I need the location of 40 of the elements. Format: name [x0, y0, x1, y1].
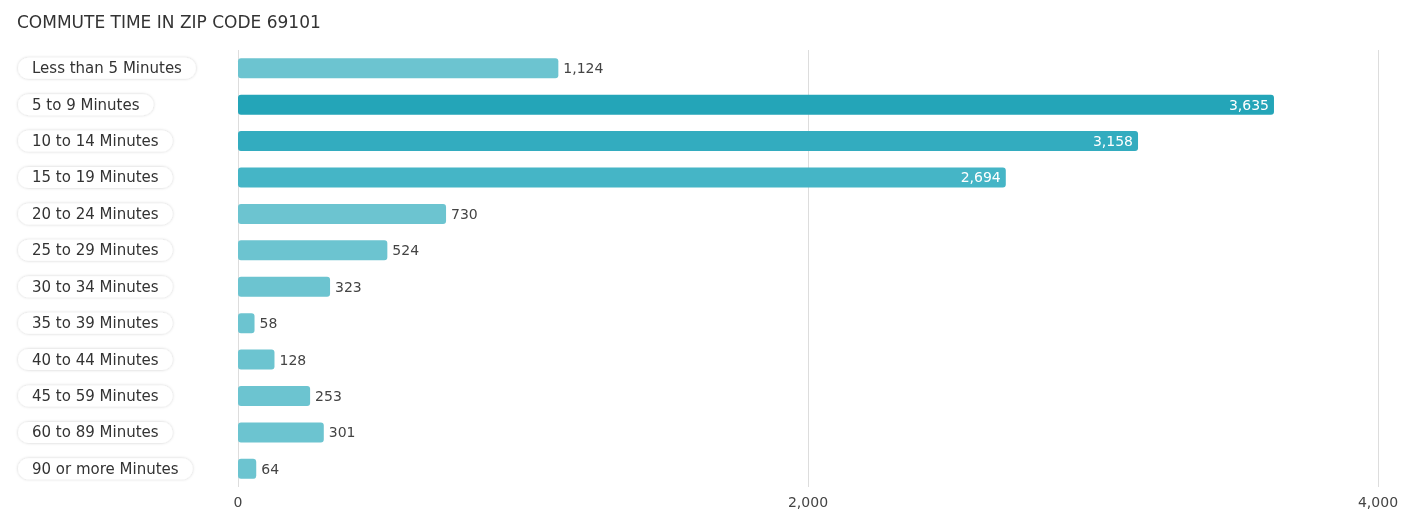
data-label: 730: [451, 205, 478, 222]
data-label: 2,694: [960, 169, 1001, 186]
data-label: 301: [328, 424, 356, 441]
bar: [238, 385, 311, 406]
bar: [238, 167, 1006, 188]
bar: [238, 131, 1139, 152]
y-tick-label: 15 to 19 Minutes: [32, 168, 159, 187]
y-tick-label: 30 to 34 Minutes: [32, 277, 159, 296]
y-tick-label: 35 to 39 Minutes: [32, 314, 159, 333]
data-label: 58: [259, 315, 278, 332]
bar: [238, 203, 447, 224]
y-tick-label: 20 to 24 Minutes: [32, 204, 159, 223]
y-tick-label: 10 to 14 Minutes: [32, 132, 159, 151]
data-label: 64: [261, 460, 280, 477]
y-tick-label: 90 or more Minutes: [32, 459, 179, 478]
data-label: 253: [315, 387, 342, 404]
x-tick-label: 4,000: [1357, 494, 1399, 510]
chart-title: COMMUTE TIME IN ZIP CODE 69101: [17, 11, 321, 32]
data-label: 524: [392, 242, 420, 259]
bar: [238, 94, 1274, 115]
bar: [238, 276, 331, 297]
data-label: 3,158: [1092, 133, 1134, 150]
data-label: 128: [279, 351, 307, 368]
data-label: 323: [335, 278, 362, 295]
y-tick-label: Less than 5 Minutes: [32, 59, 183, 78]
data-label: 1,124: [563, 60, 604, 77]
bar: [238, 458, 257, 479]
y-tick-label: 45 to 59 Minutes: [32, 386, 159, 405]
bar: [238, 422, 324, 443]
bar: [238, 313, 255, 334]
y-tick-label: 60 to 89 Minutes: [32, 423, 159, 442]
x-tick-label: 0: [233, 494, 243, 510]
data-label: 3,635: [1228, 96, 1269, 113]
bar: [238, 349, 275, 370]
y-tick-label: 40 to 44 Minutes: [32, 350, 159, 369]
bar: [238, 240, 388, 261]
y-tick-label: 5 to 9 Minutes: [32, 95, 140, 114]
bar: [238, 58, 559, 79]
x-tick-label: 2,000: [787, 494, 829, 510]
y-tick-label: 25 to 29 Minutes: [32, 241, 159, 260]
